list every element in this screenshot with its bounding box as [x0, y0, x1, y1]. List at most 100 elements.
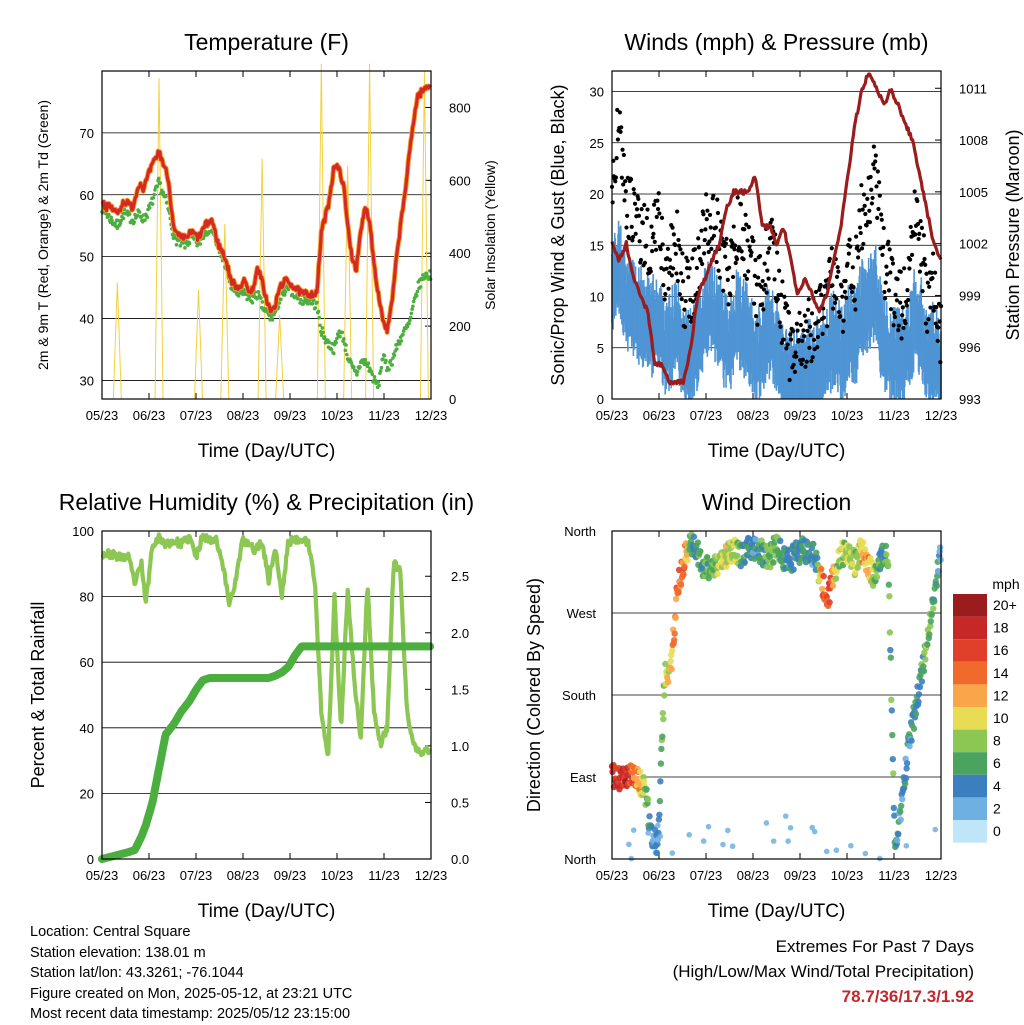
gust-point	[642, 202, 647, 208]
dewpoint-point	[313, 306, 318, 310]
y-tick-label: 50	[80, 250, 94, 265]
gust-point	[733, 260, 738, 266]
gust-point	[661, 283, 666, 288]
dewpoint-point	[127, 212, 132, 216]
direction-point	[933, 582, 940, 590]
gust-point	[917, 231, 922, 236]
gust-point	[909, 252, 915, 257]
gust-point	[893, 292, 898, 297]
gust-point	[657, 211, 662, 216]
x-tick-label: 10/23	[321, 868, 354, 883]
direction-point	[811, 828, 818, 835]
gust-point	[727, 265, 732, 270]
x-tick-label: 06/23	[133, 408, 166, 423]
gust-point	[654, 214, 659, 220]
gust-point	[684, 255, 689, 260]
gust-point	[869, 187, 874, 192]
direction-point	[848, 842, 854, 849]
dewpoint-point	[344, 343, 348, 347]
dewpoint-point	[378, 369, 383, 373]
gust-point	[784, 346, 789, 351]
dewpoint-point	[321, 330, 325, 335]
gust-point	[610, 200, 615, 205]
station-elevation: Station elevation: 138.01 m	[30, 944, 206, 961]
direction-point	[672, 614, 679, 622]
dewpoint-point	[121, 216, 126, 221]
gust-point	[650, 235, 655, 240]
y-tick-label: North	[564, 852, 596, 867]
gust-point	[862, 203, 867, 208]
gust-point	[694, 265, 699, 271]
direction-point	[927, 622, 934, 630]
gust-point	[918, 219, 923, 224]
direction-point	[644, 796, 652, 803]
panel-title: Winds (mph) & Pressure (mb)	[624, 29, 928, 55]
direction-point	[935, 568, 942, 575]
x-tick-label: 08/23	[737, 408, 770, 423]
direction-point	[885, 581, 893, 588]
gust-point	[906, 297, 911, 303]
gust-point	[872, 166, 877, 171]
series-station-pressure	[610, 72, 943, 386]
gust-point	[796, 338, 801, 343]
direction-point	[669, 647, 676, 654]
gust-point	[838, 314, 843, 319]
gust-point	[671, 232, 676, 237]
colorbar-title: mph	[992, 576, 1019, 592]
y-right-tick-label: 1.0	[451, 739, 469, 754]
dewpoint-point	[163, 194, 168, 199]
gust-point	[855, 244, 860, 249]
colorbar-swatch	[953, 774, 987, 798]
colorbar-label: 18	[993, 620, 1009, 636]
gust-point	[642, 260, 648, 265]
colorbar-swatch	[953, 797, 987, 820]
y-tick-label: 20	[590, 187, 604, 202]
gust-point	[887, 247, 892, 252]
panel-dir: Wind Direction 05/23 06/23 07/23 08/23 09/23 1…	[524, 489, 957, 922]
colorbar-label: 4	[993, 778, 1001, 794]
colorbar-swatch	[953, 684, 987, 707]
colorbar-label: 2	[993, 800, 1001, 816]
gust-point	[875, 169, 880, 174]
gust-point	[830, 283, 835, 288]
direction-point	[782, 813, 789, 819]
dewpoint-point	[135, 213, 140, 218]
station-location: Location: Central Square	[30, 924, 191, 940]
gust-point	[900, 305, 905, 310]
direction-point	[714, 570, 721, 578]
gust-point	[925, 280, 930, 285]
x-tick-label: 09/23	[784, 868, 817, 883]
gust-point	[617, 110, 622, 115]
gust-point	[807, 324, 813, 329]
dewpoint-point	[315, 300, 319, 305]
direction-point	[657, 760, 665, 767]
gust-point	[891, 323, 896, 328]
y-axis-label-right: Solar Insolation (Yellow)	[482, 160, 498, 310]
y-right-tick-label: 999	[959, 288, 981, 303]
gust-point	[917, 269, 923, 274]
gust-point	[670, 225, 675, 230]
gust-point	[706, 249, 711, 255]
gust-point	[907, 266, 912, 271]
dewpoint-point	[318, 323, 322, 328]
direction-point	[684, 557, 691, 564]
gust-point	[632, 191, 637, 196]
dewpoint-point	[255, 296, 259, 301]
gust-point	[627, 236, 632, 241]
direction-point	[852, 569, 859, 577]
gust-point	[843, 278, 848, 284]
direction-point	[924, 641, 931, 648]
dewpoint-point	[107, 212, 111, 217]
gust-point	[882, 289, 887, 295]
x-tick-label: 05/23	[596, 868, 629, 883]
direction-point	[655, 816, 663, 823]
gust-point	[784, 303, 790, 308]
gust-point	[904, 303, 909, 308]
gust-point	[619, 175, 624, 180]
gust-point	[875, 215, 880, 221]
gust-point	[795, 328, 800, 333]
dewpoint-point	[345, 352, 349, 357]
dewpoint-point	[116, 218, 120, 223]
gust-point	[696, 236, 701, 241]
gust-point	[653, 247, 659, 252]
